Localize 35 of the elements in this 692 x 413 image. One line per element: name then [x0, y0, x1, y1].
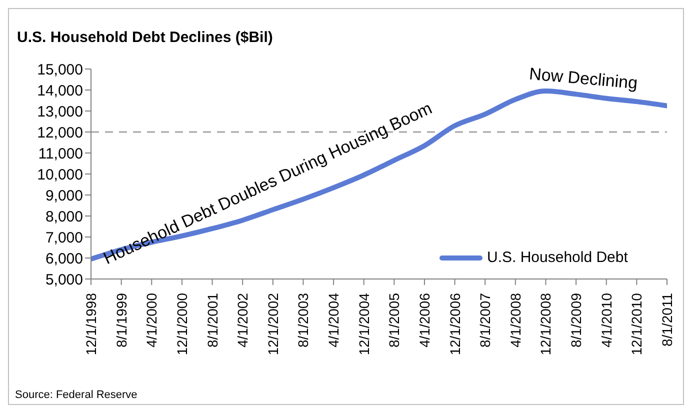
x-tick-label: 4/1/2010: [598, 292, 614, 348]
x-tick-label: 8/1/2007: [477, 292, 494, 348]
x-tick-label: 4/1/2006: [416, 292, 432, 348]
x-tick-label: 8/1/2003: [295, 292, 312, 348]
y-tick-label: 15,000: [37, 61, 83, 78]
y-tick-label: 13,000: [37, 103, 83, 120]
x-tick-label: 4/1/2008: [507, 292, 524, 348]
x-tick-label: 4/1/2004: [326, 292, 342, 348]
y-tick-label: 6,000: [45, 250, 83, 268]
y-tick-label: 7,000: [45, 229, 83, 246]
legend-label: U.S. Household Debt: [487, 249, 628, 266]
y-tick-label: 8,000: [45, 208, 83, 226]
x-tick-label: 12/1/2004: [356, 292, 372, 356]
y-tick-label: 10,000: [37, 166, 83, 184]
x-tick-label: 4/1/2002: [234, 292, 251, 348]
x-tick-label: 4/1/2000: [144, 292, 160, 348]
x-tick-label: 12/1/2002: [264, 292, 281, 356]
x-tick-label: 12/1/1998: [83, 292, 99, 356]
source-note: Source: Federal Reserve: [15, 389, 138, 401]
y-tick-label: 5,000: [45, 271, 83, 288]
y-tick-label: 9,000: [45, 187, 83, 204]
y-tick-label: 14,000: [37, 82, 83, 100]
chart-title: U.S. Household Debt Declines ($Bil): [17, 29, 273, 46]
x-tick-label: 12/1/2000: [174, 292, 190, 356]
x-tick-label: 8/1/2011: [659, 292, 675, 346]
x-tick-label: 8/1/2005: [386, 292, 402, 348]
x-tick-label: 12/1/2008: [538, 292, 554, 356]
x-tick-label: 8/1/1999: [113, 292, 130, 348]
x-tick-label: 12/1/2006: [446, 292, 463, 356]
x-tick-label: 8/1/2009: [568, 292, 584, 348]
x-tick-label: 8/1/2001: [204, 292, 220, 348]
annotation: Now Declining: [528, 64, 638, 94]
x-tick-label: 12/1/2010: [628, 292, 645, 356]
y-tick-label: 11,000: [38, 145, 83, 162]
y-tick-label: 12,000: [37, 124, 83, 142]
